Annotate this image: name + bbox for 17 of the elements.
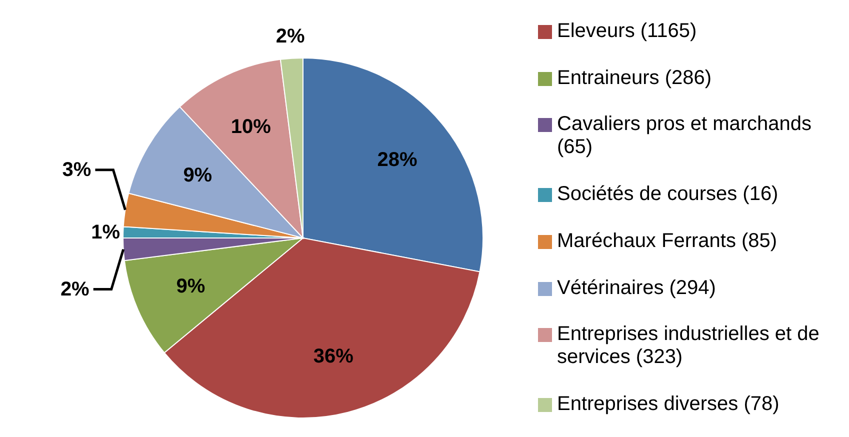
- legend-label: Sociétés de courses (16): [557, 183, 778, 206]
- legend-label: Eleveurs (1165): [557, 20, 697, 43]
- legend-label: Entreprises industrielles et de services (323): [557, 323, 820, 370]
- legend-label: Maréchaux Ferrants (85): [557, 230, 778, 253]
- legend-label: Vétérinaires (294): [557, 276, 716, 300]
- legend-label: Entraineurs (286): [557, 66, 712, 90]
- data-label: 28%: [377, 148, 418, 171]
- data-label: 9%: [176, 276, 206, 298]
- data-label: 3%: [62, 158, 92, 181]
- data-label: 10%: [230, 116, 272, 138]
- data-label: 2%: [276, 25, 305, 48]
- data-label: 9%: [183, 164, 212, 187]
- data-label: 1%: [91, 221, 120, 244]
- data-label: 2%: [60, 278, 90, 300]
- legend-label: Cavaliers pros et marchands (65): [557, 113, 813, 160]
- data-label: 36%: [313, 346, 354, 368]
- legend-label: Entreprises diverses (78): [557, 393, 780, 416]
